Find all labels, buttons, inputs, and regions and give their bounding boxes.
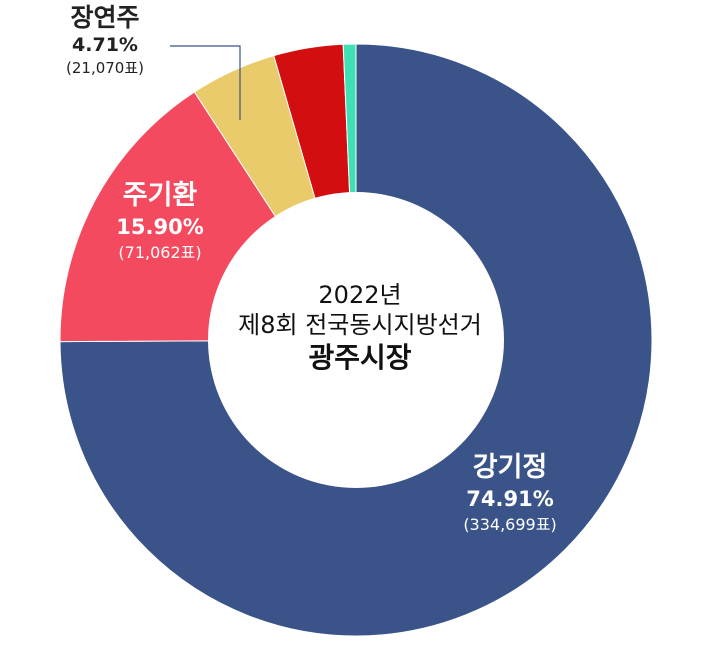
donut-hole <box>208 192 504 488</box>
slice-name: 장연주 <box>70 3 140 32</box>
slice-label-kang: 강기정 74.91% (334,699표) <box>430 452 590 535</box>
slice-votes: (334,699표) <box>463 515 557 535</box>
slice-percent: 4.71% <box>72 33 138 56</box>
label-leader-line <box>170 45 241 120</box>
slice-percent: 74.91% <box>466 487 554 512</box>
slice-name: 주기환 <box>122 180 198 211</box>
slice-percent: 15.90% <box>116 215 204 240</box>
slice-votes: (71,062표) <box>118 243 202 263</box>
slice-votes: (21,070표) <box>66 58 144 77</box>
center-election: 제8회 전국동시지방선거 <box>238 311 482 339</box>
center-year: 2022년 <box>318 281 402 309</box>
chart-center-title: 2022년 제8회 전국동시지방선거 광주시장 <box>200 280 520 375</box>
slice-name: 강기정 <box>472 452 548 483</box>
slice-label-jang: 장연주 4.71% (21,070표) <box>40 3 170 77</box>
center-office: 광주시장 <box>308 341 412 374</box>
slice-label-joo: 주기환 15.90% (71,062표) <box>90 180 230 263</box>
pie-slice-0 <box>59 43 653 637</box>
